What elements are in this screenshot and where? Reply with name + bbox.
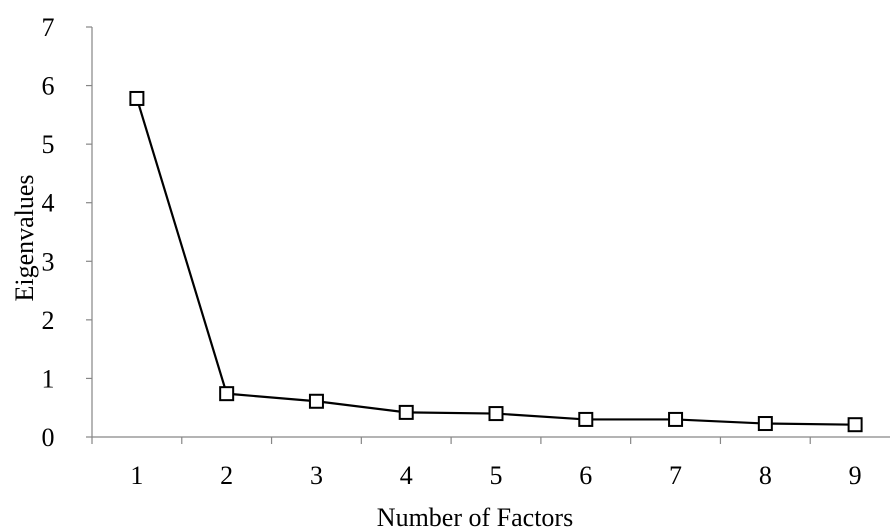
x-axis-title: Number of Factors xyxy=(377,503,573,531)
data-point-marker xyxy=(578,411,594,427)
x-tick-label: 2 xyxy=(220,461,233,490)
data-point-marker xyxy=(398,404,414,420)
x-tick-label: 6 xyxy=(579,461,592,490)
data-point-marker xyxy=(219,386,235,402)
series-line xyxy=(135,98,856,426)
data-point-marker xyxy=(847,417,863,433)
x-tick-label: 7 xyxy=(669,461,682,490)
y-tick-label: 3 xyxy=(42,247,55,276)
x-axis: 1 2 3 4 5 6 7 8 9 xyxy=(91,436,890,490)
y-tick-label: 4 xyxy=(42,189,55,218)
data-point-marker xyxy=(308,393,324,409)
y-tick-label: 1 xyxy=(42,364,55,393)
data-point-marker xyxy=(668,411,684,427)
data-point-marker xyxy=(129,90,145,106)
x-tick-label: 1 xyxy=(130,461,143,490)
x-tick-label: 3 xyxy=(310,461,323,490)
y-tick-label: 0 xyxy=(42,423,55,452)
y-tick-label: 2 xyxy=(42,306,55,335)
y-tick-label: 5 xyxy=(42,130,55,159)
data-point-marker xyxy=(488,406,504,422)
x-tick-label: 8 xyxy=(759,461,772,490)
x-tick-label: 5 xyxy=(490,461,503,490)
data-point-marker xyxy=(757,416,773,432)
y-axis: 0 1 2 3 4 5 6 7 xyxy=(42,13,93,452)
y-tick-label: 6 xyxy=(42,72,55,101)
y-tick-label: 7 xyxy=(42,13,55,42)
x-tick-label: 9 xyxy=(849,461,862,490)
series-layer xyxy=(129,90,863,433)
y-axis-title: Eigenvalues xyxy=(10,174,39,301)
x-tick-label: 4 xyxy=(400,461,413,490)
